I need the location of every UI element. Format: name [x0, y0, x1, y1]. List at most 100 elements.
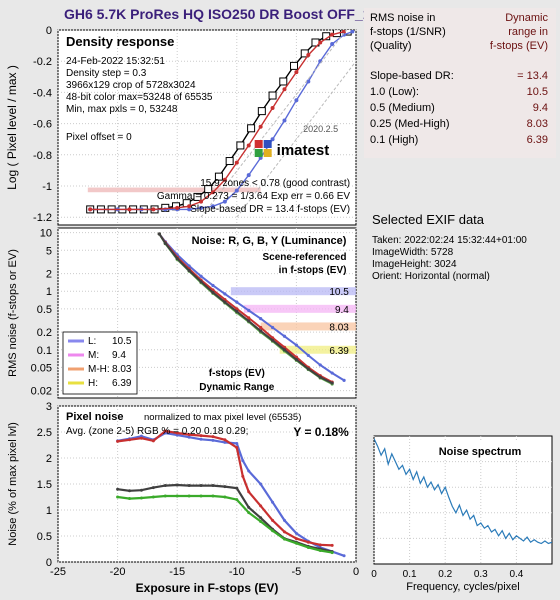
- pixel-point: [235, 498, 239, 502]
- density-point: [222, 177, 227, 182]
- spectrum-title: Noise spectrum: [439, 446, 522, 458]
- density-series-line: [90, 30, 353, 211]
- imatest-logo-icon: [263, 140, 272, 148]
- density-point: [204, 185, 213, 194]
- noise-point: [223, 292, 227, 296]
- pixel-point: [199, 484, 203, 488]
- density-point: [214, 172, 223, 181]
- pixel-series-group: [116, 429, 346, 558]
- summary-header-left-1: RMS noise in: [370, 12, 436, 24]
- noise-ytick-label: 0.2: [37, 327, 52, 339]
- report-title: GH6 5.7K ProRes HQ ISO250 DR Boost OFF_1…: [64, 6, 364, 22]
- noise-point: [306, 353, 310, 358]
- noise-point: [157, 232, 161, 236]
- density-point: [350, 30, 355, 34]
- noise-point: [235, 300, 239, 304]
- density-y-axis-label: Log ( Pixel level / max ): [5, 65, 19, 190]
- pixel-point: [259, 504, 263, 508]
- pixel-point: [116, 495, 120, 499]
- pixel-point: [199, 437, 203, 441]
- pixel-point: [223, 485, 227, 489]
- pixel-xtick-label: -20: [110, 566, 126, 578]
- density-point: [127, 207, 132, 212]
- density-footer-line: 15.9 zones < 0.78 (good contrast): [200, 178, 350, 189]
- density-point: [234, 188, 239, 193]
- pixel-point: [151, 486, 155, 490]
- pixel-highlight: Y = 0.18%: [293, 425, 349, 439]
- pixel-point: [306, 545, 310, 549]
- noise-point: [318, 375, 322, 379]
- dynamic-range-summary: RMS noise in f-stops (1/SNR) (Quality) D…: [364, 8, 556, 158]
- spectrum-series-group: [374, 438, 552, 545]
- spectrum-xtick-label: 0.3: [474, 569, 488, 580]
- summary-row-value: 6.39: [526, 134, 548, 146]
- noise-point: [306, 367, 310, 371]
- pixel-point: [128, 497, 132, 501]
- pixel-point: [128, 438, 132, 442]
- pixel-point: [247, 490, 251, 494]
- pixel-point: [163, 494, 167, 498]
- pixel-ytick-label: 1: [46, 505, 52, 517]
- spectrum-title-bg: [434, 442, 526, 460]
- summary-row-label: 1.0 (Low):: [370, 86, 419, 98]
- noise-dr-band-label: 8.03: [329, 322, 349, 333]
- density-info-line: Pixel offset = 0: [66, 132, 132, 143]
- spectrum-xtick-label: 0.2: [438, 569, 452, 580]
- pixel-point: [199, 434, 203, 438]
- summary-header-left-2: f-stops (1/SNR): [370, 26, 446, 38]
- density-reference-band: [87, 187, 261, 193]
- noise-series-group: [157, 232, 356, 386]
- pixel-point: [175, 431, 179, 435]
- noise-dr-band: [243, 304, 356, 313]
- noise-footer: Dynamic Range: [199, 382, 274, 393]
- density-info-line: 3966x129 crop of 5728x3024: [66, 80, 196, 91]
- density-point: [282, 118, 287, 123]
- density-ytick-label: -0.4: [33, 87, 52, 99]
- pixel-point: [211, 484, 215, 488]
- noise-point: [199, 274, 203, 278]
- pixel-xtick-label: -5: [292, 566, 302, 578]
- pixel-point: [271, 529, 275, 533]
- exif-panel: Selected EXIF data Taken: 2022:02:24 15:…: [372, 212, 558, 283]
- pixel-point: [271, 500, 275, 504]
- pixel-point: [163, 429, 167, 433]
- spectrum-xtick-label: 0: [371, 569, 377, 580]
- pixel-point: [187, 433, 191, 437]
- pixel-point: [306, 540, 310, 544]
- pixel-point: [116, 487, 120, 491]
- pixel-xtick-label: -25: [50, 566, 66, 578]
- pixel-ytick-label: 2: [46, 453, 52, 465]
- noise-point: [259, 317, 263, 321]
- noise-dr-band: [279, 345, 356, 354]
- noise-point: [282, 334, 287, 338]
- density-info-line: Min, max pxls = 0, 53248: [66, 104, 178, 115]
- pixel-point: [187, 435, 191, 439]
- density-title: Density response: [66, 34, 174, 49]
- density-point: [210, 204, 215, 209]
- pixel-point: [235, 446, 239, 450]
- imatest-logo-icon: [263, 149, 272, 157]
- noise-ytick-label: 0.1: [37, 345, 52, 357]
- pixel-point: [235, 441, 239, 445]
- pixel-point: [271, 518, 275, 522]
- noise-legend-label: M-H:: [88, 364, 110, 375]
- pixel-point: [282, 530, 286, 534]
- density-point: [234, 160, 239, 165]
- spectrum-xtick-label: 0.4: [509, 569, 523, 580]
- density-point: [257, 107, 266, 116]
- density-point: [187, 204, 192, 209]
- density-series-line: [200, 30, 347, 218]
- pixel-ytick-label: 1.5: [37, 479, 52, 491]
- pixel-note: Avg. (zone 2-5) RGB % = 0.20 0.18 0.29;: [66, 426, 248, 437]
- pixel-point: [241, 459, 245, 463]
- density-point: [187, 207, 192, 212]
- imatest-version: 2020.2.5: [303, 124, 338, 134]
- noise-series-line: [158, 233, 333, 384]
- spectrum-series-line: [374, 438, 552, 545]
- pixel-point: [282, 518, 286, 522]
- pixel-point: [294, 531, 298, 535]
- pixel-point: [294, 537, 298, 541]
- pixel-subtitle: normalized to max pixel level (65535): [144, 412, 301, 423]
